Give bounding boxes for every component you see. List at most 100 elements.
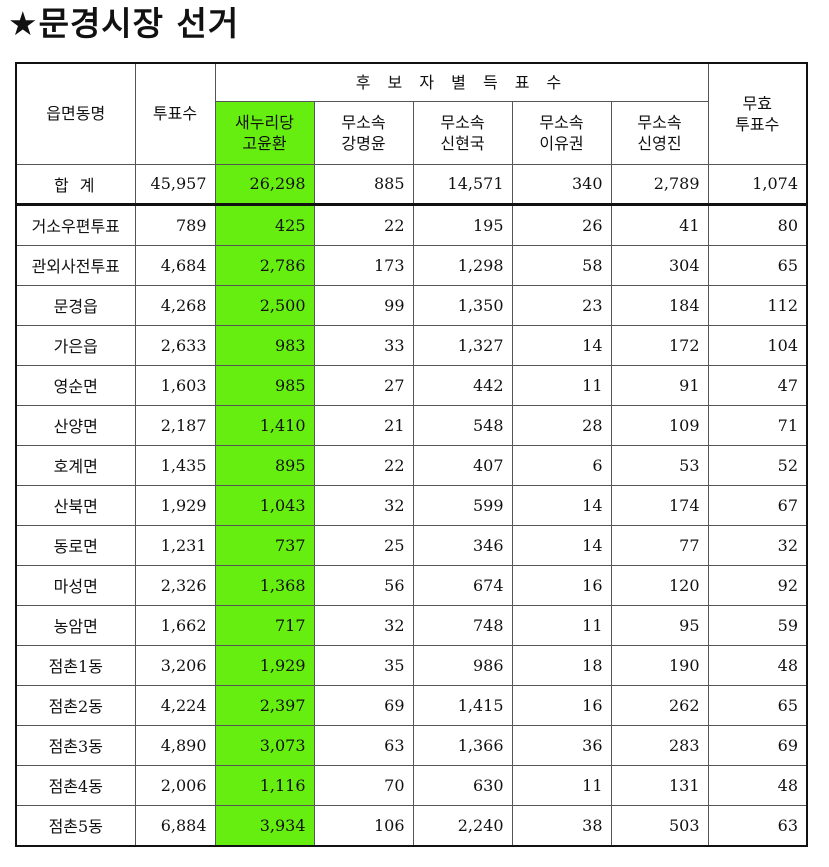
- vote-cell: 11: [511, 364, 612, 406]
- vote-cell: 1,350: [412, 284, 513, 326]
- page-title: ★문경시장 선거: [8, 4, 240, 43]
- vote-cell: 1,366: [412, 724, 513, 766]
- vote-cell: 65: [707, 244, 808, 286]
- vote-cell: 748: [412, 604, 513, 646]
- candidate-party: 무소속: [341, 112, 386, 132]
- vote-cell: 442: [412, 364, 513, 406]
- candidate-header: 무소속 이유권: [511, 100, 612, 165]
- vote-cell: 91: [610, 364, 709, 406]
- table-row: 점촌5동 6,884 3,934 106 2,240 38 503 63: [15, 804, 808, 846]
- vote-cell: 56: [313, 564, 414, 606]
- table-row: 영순면 1,603 985 27 442 11 91 47: [15, 364, 808, 406]
- vote-cell: 52: [707, 444, 808, 486]
- candidate-name: 신현국: [440, 133, 485, 153]
- vote-cell: 1,435: [134, 444, 216, 486]
- vote-cell: 26: [511, 203, 612, 246]
- candidate-party: 새누리당: [235, 112, 294, 132]
- vote-cell: 2,500: [214, 284, 315, 326]
- vote-cell: 2,786: [214, 244, 315, 286]
- vote-cell: 2,006: [134, 764, 216, 806]
- candidate-party: 무소속: [539, 112, 584, 132]
- vote-cell: 1,368: [214, 564, 315, 606]
- vote-cell: 14,571: [412, 163, 513, 206]
- vote-cell: 885: [313, 163, 414, 206]
- vote-cell: 2,397: [214, 684, 315, 726]
- candidate-party: 무소속: [637, 112, 682, 132]
- vote-cell: 4,890: [134, 724, 216, 766]
- table-row: 가은읍 2,633 983 33 1,327 14 172 104: [15, 324, 808, 366]
- header-district: 읍면동명: [15, 62, 136, 165]
- vote-cell: 53: [610, 444, 709, 486]
- vote-cell: 1,929: [214, 644, 315, 686]
- vote-cell: 4,268: [134, 284, 216, 326]
- vote-cell: 14: [511, 324, 612, 366]
- header-candidate-votes: 후 보 자 별 득 표 수: [214, 62, 709, 102]
- vote-cell: 32: [707, 524, 808, 566]
- vote-cell: 174: [610, 484, 709, 526]
- vote-cell: 789: [134, 203, 216, 246]
- vote-cell: 6,884: [134, 804, 216, 846]
- vote-cell: 283: [610, 724, 709, 766]
- vote-cell: 65: [707, 684, 808, 726]
- vote-cell: 69: [313, 684, 414, 726]
- table-header: 읍면동명 투표수 후 보 자 별 득 표 수 무효 투표수 새누리당 고윤환 무소속…: [15, 62, 808, 165]
- vote-cell: 983: [214, 324, 315, 366]
- vote-cell: 45,957: [134, 163, 216, 206]
- vote-cell: 38: [511, 804, 612, 846]
- vote-cell: 22: [313, 203, 414, 246]
- vote-cell: 548: [412, 404, 513, 446]
- vote-cell: 985: [214, 364, 315, 406]
- vote-cell: 32: [313, 604, 414, 646]
- table-row: 점촌3동 4,890 3,073 63 1,366 36 283 69: [15, 724, 808, 766]
- table-row: 점촌2동 4,224 2,397 69 1,415 16 262 65: [15, 684, 808, 726]
- vote-cell: 2,789: [610, 163, 709, 206]
- vote-cell: 1,043: [214, 484, 315, 526]
- vote-cell: 1,662: [134, 604, 216, 646]
- election-results-table: 읍면동명 투표수 후 보 자 별 득 표 수 무효 투표수 새누리당 고윤환 무소속…: [15, 62, 808, 847]
- vote-cell: 63: [313, 724, 414, 766]
- vote-cell: 36: [511, 724, 612, 766]
- district-name: 관외사전투표: [15, 244, 136, 286]
- vote-cell: 1,074: [707, 163, 808, 206]
- vote-cell: 48: [707, 764, 808, 806]
- vote-cell: 630: [412, 764, 513, 806]
- vote-cell: 99: [313, 284, 414, 326]
- table-row: 농암면 1,662 717 32 748 11 95 59: [15, 604, 808, 646]
- candidate-name: 신영진: [637, 133, 682, 153]
- candidate-name: 이유권: [539, 133, 584, 153]
- vote-cell: 22: [313, 444, 414, 486]
- vote-cell: 674: [412, 564, 513, 606]
- district-name: 산양면: [15, 404, 136, 446]
- vote-cell: 262: [610, 684, 709, 726]
- vote-cell: 4,684: [134, 244, 216, 286]
- vote-cell: 104: [707, 324, 808, 366]
- vote-cell: 190: [610, 644, 709, 686]
- vote-cell: 21: [313, 404, 414, 446]
- vote-cell: 737: [214, 524, 315, 566]
- table-row: 산양면 2,187 1,410 21 548 28 109 71: [15, 404, 808, 446]
- vote-cell: 340: [511, 163, 612, 206]
- vote-cell: 109: [610, 404, 709, 446]
- header-total-votes: 투표수: [134, 62, 216, 165]
- vote-cell: 1,415: [412, 684, 513, 726]
- candidate-header: 새누리당 고윤환: [214, 100, 315, 165]
- vote-cell: 2,187: [134, 404, 216, 446]
- vote-cell: 2,633: [134, 324, 216, 366]
- vote-cell: 67: [707, 484, 808, 526]
- vote-cell: 18: [511, 644, 612, 686]
- district-name: 산북면: [15, 484, 136, 526]
- total-row: 합 계 45,957 26,298 885 14,571 340 2,789 1,074: [15, 163, 808, 206]
- vote-cell: 16: [511, 684, 612, 726]
- vote-cell: 25: [313, 524, 414, 566]
- vote-cell: 599: [412, 484, 513, 526]
- vote-cell: 112: [707, 284, 808, 326]
- table-row: 동로면 1,231 737 25 346 14 77 32: [15, 524, 808, 566]
- vote-cell: 2,326: [134, 564, 216, 606]
- candidate-name: 고윤환: [242, 133, 287, 153]
- table-row: 호계면 1,435 895 22 407 6 53 52: [15, 444, 808, 486]
- vote-cell: 1,603: [134, 364, 216, 406]
- district-name: 점촌3동: [15, 724, 136, 766]
- vote-cell: 2,240: [412, 804, 513, 846]
- vote-cell: 92: [707, 564, 808, 606]
- vote-cell: 23: [511, 284, 612, 326]
